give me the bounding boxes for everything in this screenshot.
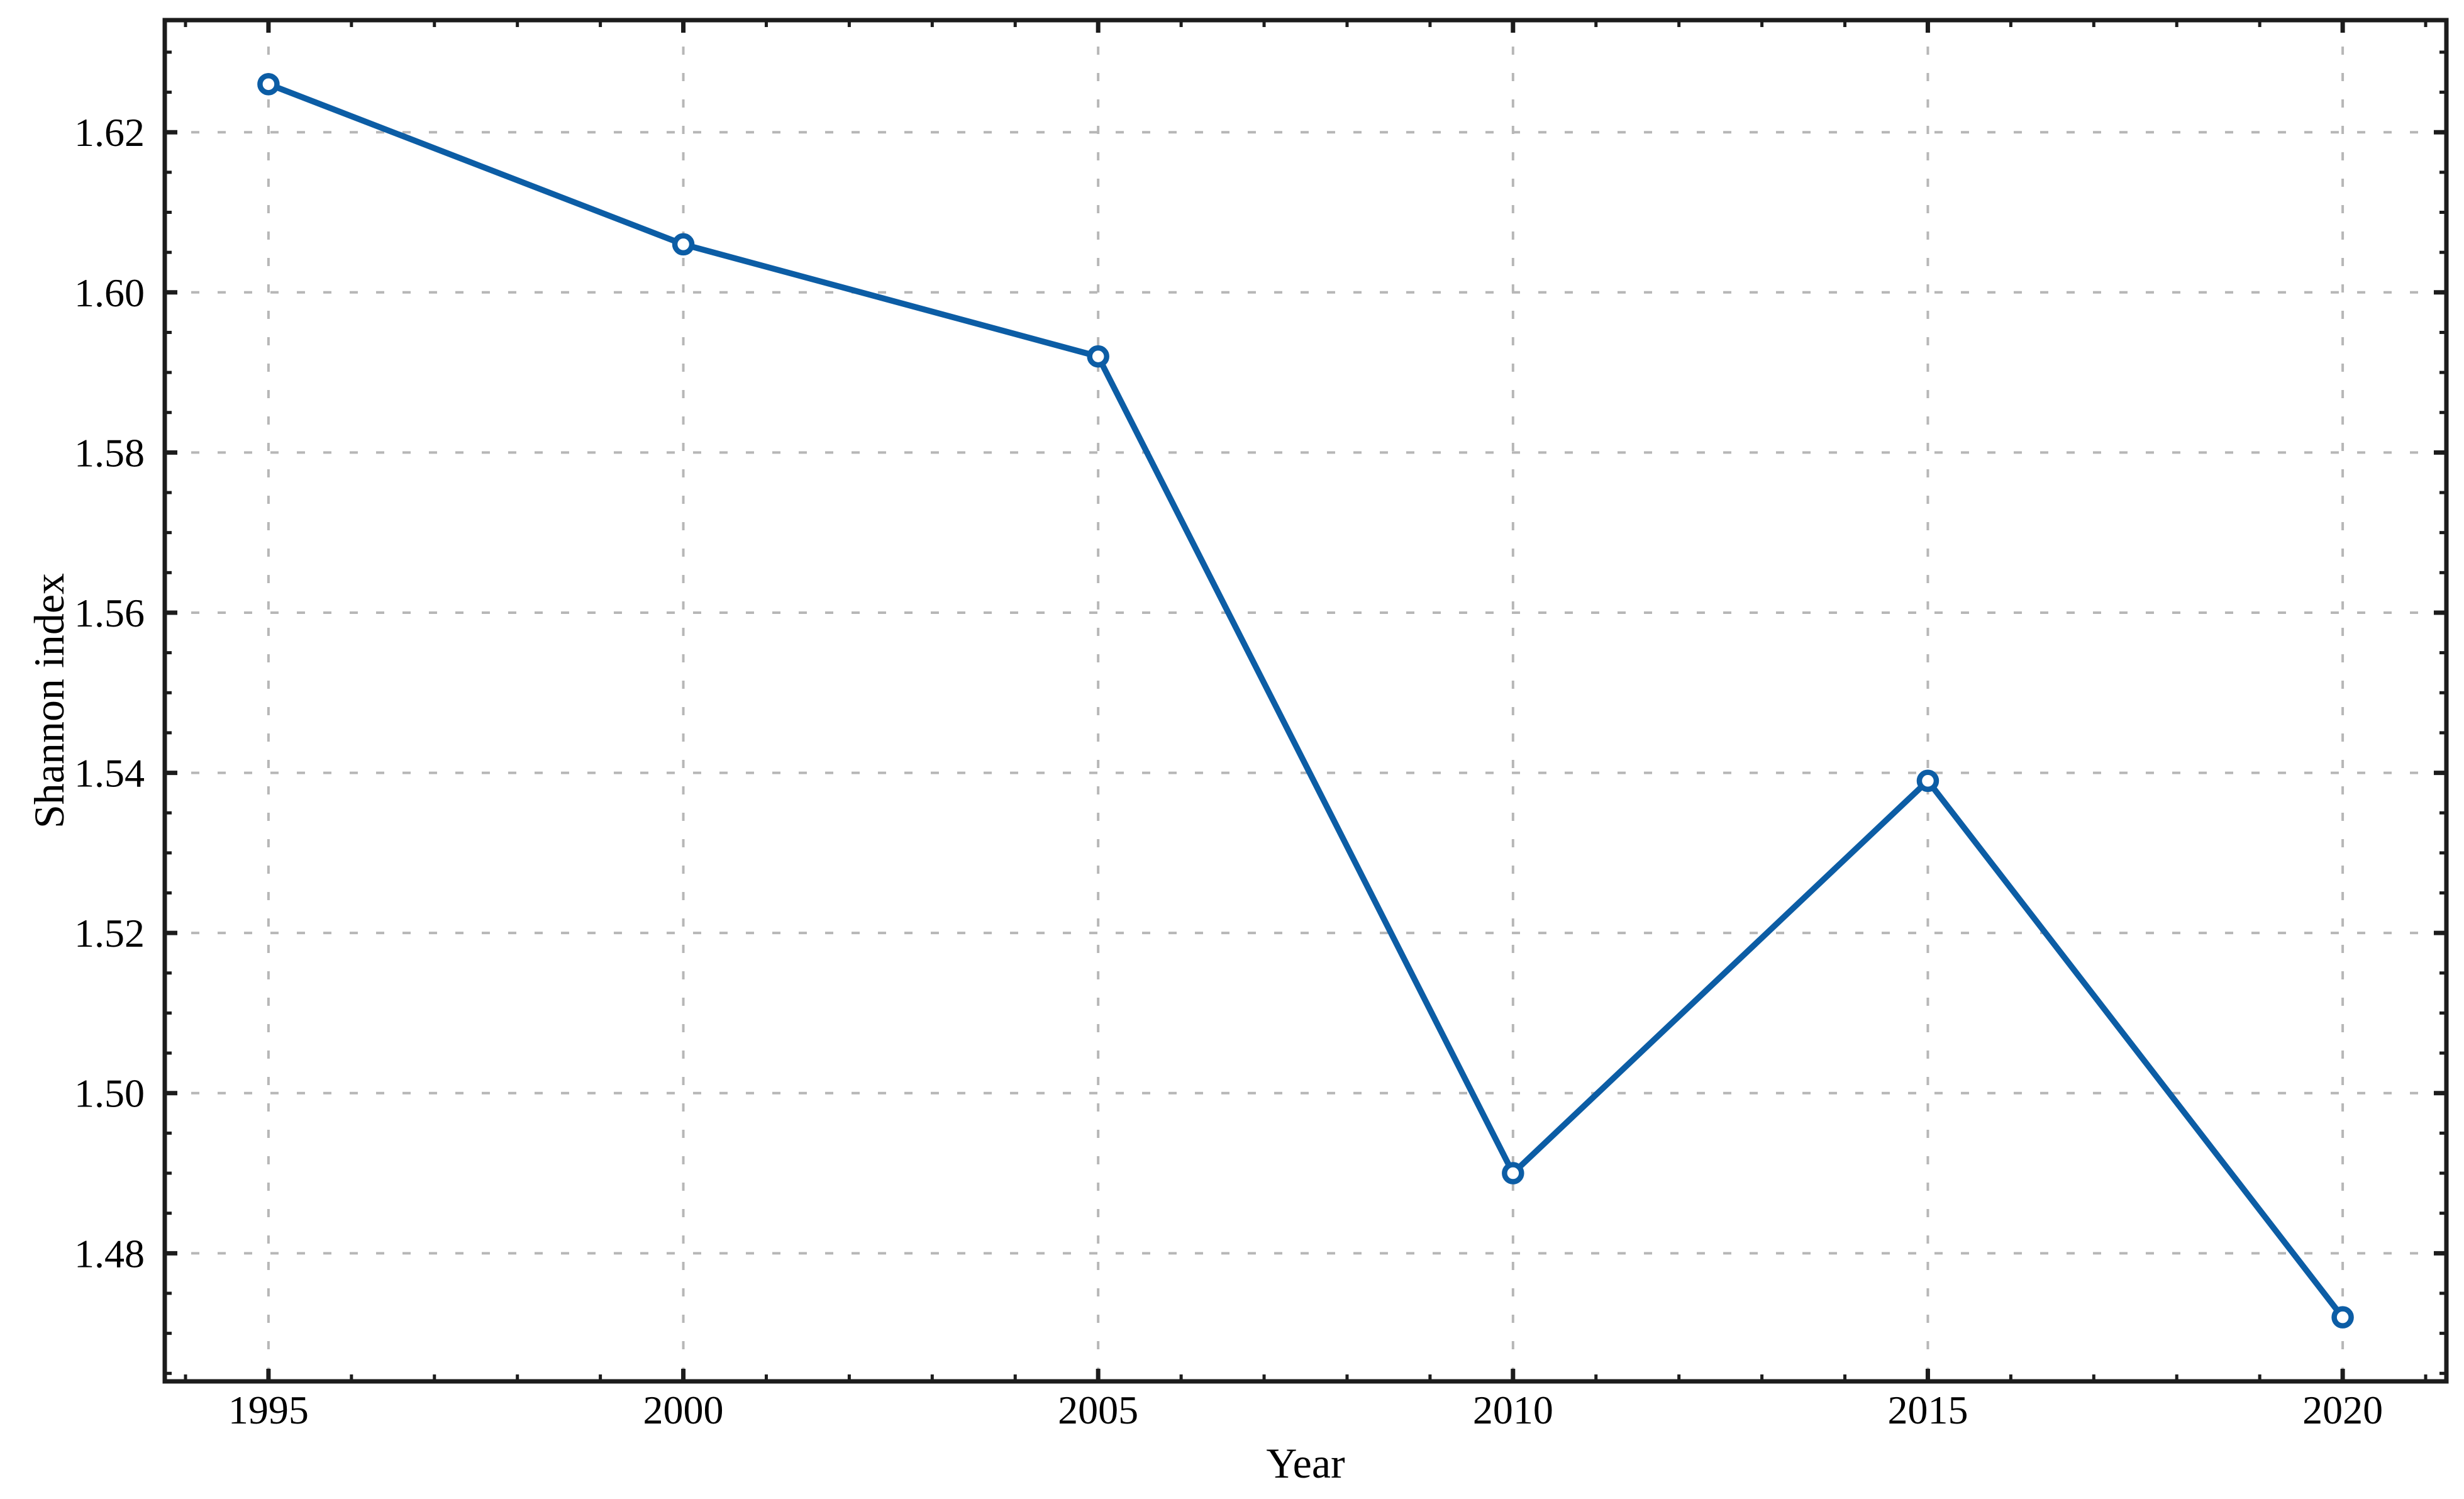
y-axis-label: Shannon index xyxy=(25,572,73,829)
data-point-marker xyxy=(2331,1306,2354,1329)
x-tick-label: 2000 xyxy=(643,1388,724,1432)
y-tick-label: 1.50 xyxy=(74,1071,145,1116)
data-point-marker xyxy=(1502,1162,1524,1184)
y-tick-label: 1.60 xyxy=(74,270,145,315)
axes-spines xyxy=(162,18,2449,1384)
y-tick-label: 1.52 xyxy=(74,911,145,956)
x-tick-label: 2005 xyxy=(1058,1388,1138,1432)
data-point-marker xyxy=(1087,345,1109,368)
data-point-marker xyxy=(257,73,280,96)
y-tick-label: 1.58 xyxy=(74,430,145,475)
x-tick-label: 1995 xyxy=(228,1388,309,1432)
y-tick-label: 1.62 xyxy=(74,110,145,155)
x-tick-label: 2020 xyxy=(2302,1388,2383,1432)
y-tick-label: 1.56 xyxy=(74,591,145,635)
data-line xyxy=(265,81,2346,1320)
data-point-marker xyxy=(1916,769,1940,793)
x-tick-label: 2015 xyxy=(1887,1388,1968,1432)
y-tick-label: 1.54 xyxy=(74,751,145,796)
x-axis-label: Year xyxy=(1266,1439,1345,1487)
data-point-marker xyxy=(672,233,695,256)
y-tick-label: 1.48 xyxy=(74,1231,145,1276)
x-tick-label: 2010 xyxy=(1473,1388,1553,1432)
